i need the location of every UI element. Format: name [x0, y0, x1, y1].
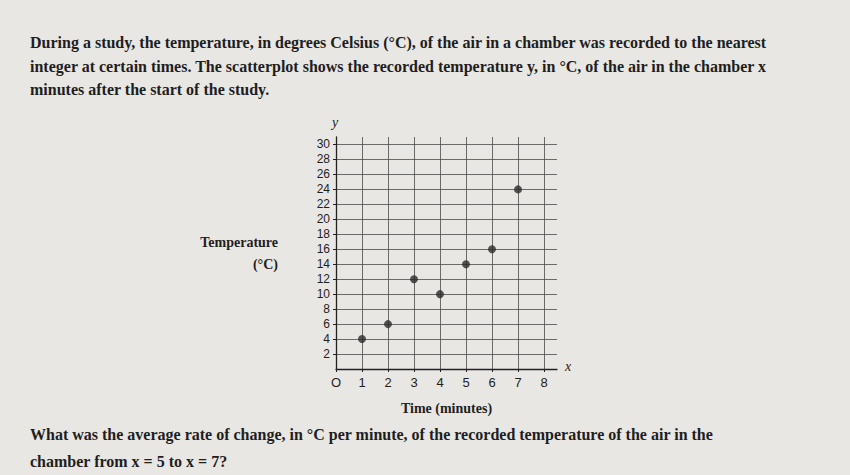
- svg-text:28: 28: [317, 152, 331, 166]
- svg-text:x: x: [564, 359, 572, 374]
- svg-text:4: 4: [436, 375, 443, 390]
- svg-text:y: y: [330, 115, 339, 130]
- svg-text:O: O: [331, 375, 341, 390]
- svg-text:2: 2: [384, 375, 391, 390]
- svg-text:10: 10: [317, 287, 331, 301]
- svg-text:30: 30: [317, 137, 331, 151]
- svg-text:1: 1: [358, 375, 365, 390]
- svg-text:20: 20: [317, 212, 331, 226]
- html-text:What was the average rate of c: What was the average rate of change, in …: [30, 426, 713, 470]
- svg-text:22: 22: [317, 197, 331, 211]
- svg-text:Time (minutes): Time (minutes): [401, 401, 492, 417]
- html-text:During a study, the temperatur: During a study, the temperature, in degr…: [30, 34, 767, 98]
- svg-text:4: 4: [323, 332, 330, 346]
- svg-text:2: 2: [323, 347, 330, 361]
- svg-text:(°C): (°C): [253, 257, 278, 273]
- svg-text:24: 24: [317, 182, 331, 196]
- svg-text:3: 3: [410, 375, 417, 390]
- svg-text:7: 7: [514, 375, 521, 390]
- svg-text:18: 18: [317, 227, 331, 241]
- svg-text:14: 14: [317, 257, 331, 271]
- svg-text:26: 26: [317, 167, 331, 181]
- svg-text:Temperature: Temperature: [200, 235, 278, 250]
- svg-text:5: 5: [462, 375, 469, 390]
- svg-text:8: 8: [323, 302, 330, 316]
- svg-text:6: 6: [323, 317, 330, 331]
- svg-text:8: 8: [540, 375, 547, 390]
- svg-text:6: 6: [488, 375, 495, 390]
- svg-text:12: 12: [317, 272, 331, 286]
- svg-text:16: 16: [317, 242, 331, 256]
